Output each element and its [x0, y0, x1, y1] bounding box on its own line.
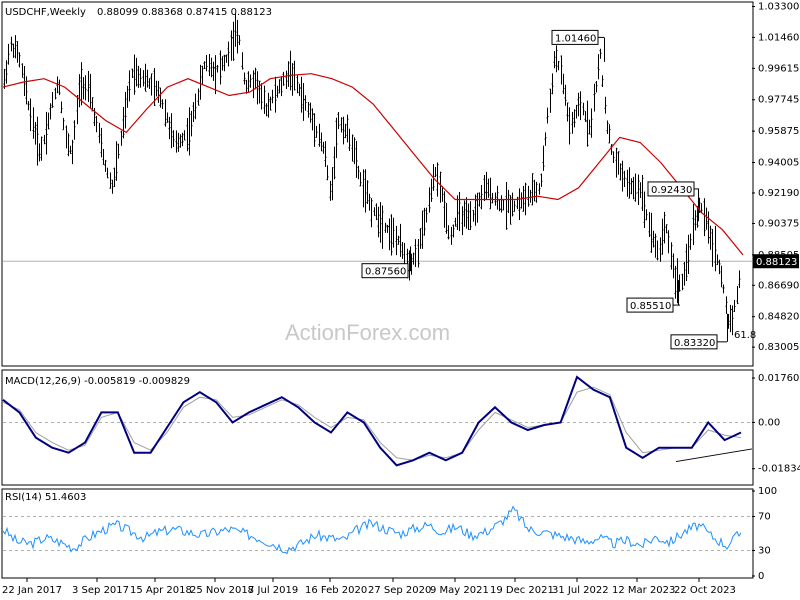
price-tick-label: 0.90375	[758, 218, 799, 229]
annotation-box	[670, 334, 718, 350]
x-tick-label: 19 Dec 2021	[490, 585, 554, 596]
x-tick-label: 27 Sep 2020	[368, 585, 431, 596]
ohlc-values: 0.88099 0.88368 0.87415 0.88123	[97, 7, 272, 18]
x-tick-label: 31 Jul 2022	[552, 585, 609, 596]
annotation-label: 1.01460	[555, 33, 596, 44]
annotation-label: 0.92430	[651, 185, 692, 196]
price-tick-label: 1.03300	[758, 2, 799, 13]
annotation-box	[361, 263, 409, 279]
x-tick-label: 25 Nov 2018	[190, 585, 254, 596]
macd-tick-label: 0.00	[758, 417, 780, 428]
macd-signal-line	[2, 386, 742, 461]
x-tick-label: 22 Jan 2017	[2, 585, 62, 596]
macd-tick-label: 0.017603	[758, 373, 800, 384]
price-tick-label: 0.94005	[758, 158, 799, 169]
macd-title: MACD(12,26,9) -0.005819 -0.009829	[5, 376, 190, 387]
macd-trendline	[675, 448, 753, 463]
price-tick-label: 0.92190	[758, 188, 799, 199]
price-tick-label: 0.95875	[758, 126, 799, 137]
rsi-title: RSI(14) 51.4603	[5, 492, 86, 503]
rsi-line	[2, 505, 742, 555]
price-tick-label: 0.86690	[758, 280, 799, 291]
fib-level-label: 61.8	[734, 330, 756, 341]
rsi-tick-label: 70	[758, 512, 771, 523]
price-tick-label: 0.83005	[758, 342, 799, 353]
annotation-box	[626, 297, 674, 313]
moving-average-line	[2, 73, 744, 256]
annotation-label: 0.85510	[630, 301, 671, 312]
annotation-label: 0.87560	[365, 267, 406, 278]
current-price-label: 0.88123	[756, 257, 797, 268]
annotation-label: 0.83320	[674, 338, 715, 349]
price-tick-label: 0.84820	[758, 312, 799, 323]
price-tick-label: 0.99615	[758, 63, 799, 74]
x-tick-label: 3 Sep 2017	[72, 585, 129, 596]
price-tick-label: 0.97745	[758, 95, 799, 106]
chart-title: USDCHF,Weekly	[5, 7, 86, 18]
rsi-tick-label: 30	[758, 546, 771, 557]
x-tick-label: 15 Apr 2018	[130, 585, 192, 596]
rsi-tick-label: 100	[758, 486, 777, 497]
macd-panel	[1, 369, 754, 486]
x-tick-label: 22 Oct 2023	[674, 585, 736, 596]
x-tick-label: 16 Feb 2020	[305, 585, 367, 596]
price-bars	[3, 13, 741, 342]
current-price-badge	[753, 254, 799, 269]
watermark: ActionForex.com	[285, 320, 450, 345]
x-tick-label: 12 Mar 2023	[612, 585, 675, 596]
x-tick-label: 7 Jul 2019	[248, 585, 298, 596]
annotation-box	[551, 29, 599, 45]
macd-line	[2, 375, 742, 467]
annotation-box	[647, 181, 695, 197]
x-tick-label: 9 May 2021	[430, 585, 489, 596]
rsi-tick-label: 0	[758, 571, 764, 582]
rsi-panel	[1, 488, 754, 579]
price-tick-label: 1.01460	[758, 32, 799, 43]
macd-tick-label: -0.01834	[758, 464, 800, 475]
